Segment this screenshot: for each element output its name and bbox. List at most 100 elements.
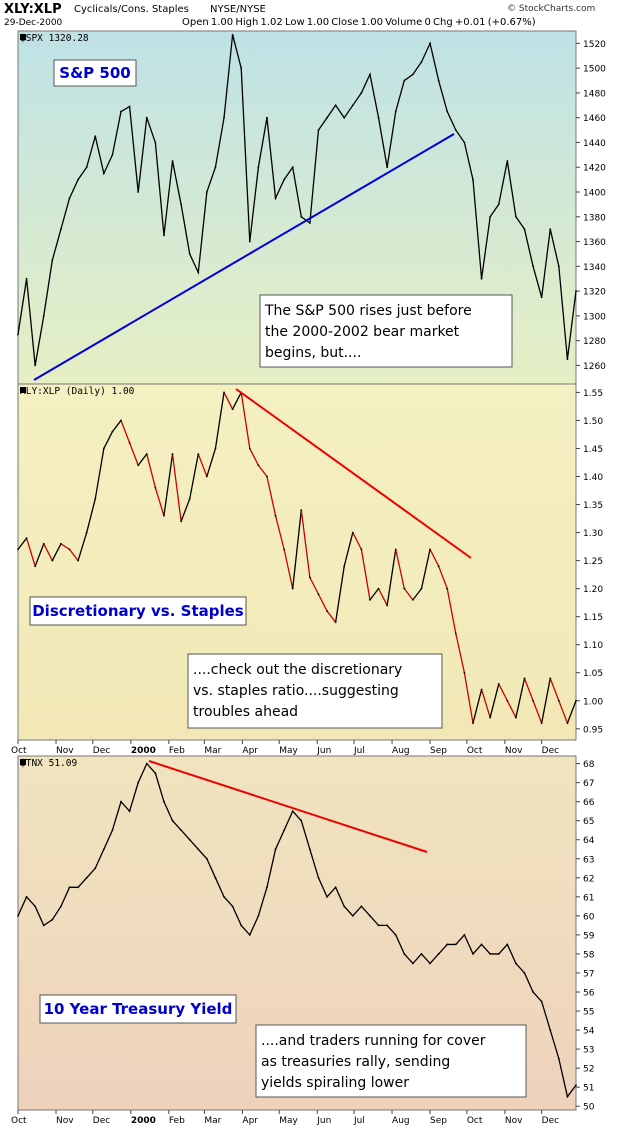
data-point-ratio xyxy=(369,598,371,601)
series-segment-ratio xyxy=(25,537,36,567)
data-point-ratio xyxy=(94,498,97,500)
series-segment-ratio xyxy=(455,633,466,673)
y-tick-label-tnx: 53 xyxy=(583,1046,594,1056)
panel-label-box-spx xyxy=(53,59,137,87)
legend-marker-tnx xyxy=(20,759,26,765)
x-tick-label-tnx: Oct xyxy=(11,1116,27,1126)
data-point-tnx xyxy=(506,943,509,946)
annotation-box-tnx xyxy=(255,1024,527,1098)
series-segment-ratio xyxy=(146,453,156,488)
data-point-tnx xyxy=(515,962,517,965)
data-point-ratio xyxy=(334,621,337,624)
series-segment-ratio xyxy=(300,510,311,578)
annotation-box-spx xyxy=(259,294,513,368)
series-segment-ratio xyxy=(60,543,70,550)
y-tick-label-ratio: 1.40 xyxy=(583,473,603,483)
data-point-spx xyxy=(111,153,114,156)
data-point-ratio xyxy=(25,537,28,540)
data-point-ratio xyxy=(446,587,449,590)
data-point-tnx xyxy=(85,876,88,879)
data-point-ratio xyxy=(102,447,105,450)
y-tick-label-spx: 1280 xyxy=(583,337,606,347)
data-point-spx xyxy=(480,277,483,280)
trendline-spx xyxy=(33,133,455,381)
data-point-tnx xyxy=(163,800,165,803)
data-point-ratio xyxy=(394,548,397,551)
data-point-spx xyxy=(197,271,200,274)
data-point-ratio xyxy=(266,475,268,478)
chart-date: 29-Dec-2000 xyxy=(4,18,63,28)
data-point-tnx xyxy=(532,991,534,993)
data-point-tnx xyxy=(180,829,183,832)
data-point-ratio xyxy=(403,587,406,590)
series-segment-ratio xyxy=(223,392,234,410)
data-point-tnx xyxy=(214,876,217,879)
x-tick-label-tnx: Sep xyxy=(430,1116,447,1126)
data-point-tnx xyxy=(266,886,268,889)
data-point-ratio xyxy=(472,722,474,725)
data-point-tnx xyxy=(154,772,157,775)
panel-label-box-tnx xyxy=(39,994,237,1024)
data-point-spx xyxy=(317,129,320,131)
data-point-tnx xyxy=(248,934,251,936)
series-segment-ratio xyxy=(420,549,431,589)
data-point-tnx xyxy=(68,886,71,889)
data-point-tnx xyxy=(205,857,208,860)
series-segment-ratio xyxy=(369,588,380,601)
data-point-ratio xyxy=(171,453,174,455)
series-segment-ratio xyxy=(317,593,328,612)
y-tick-label-ratio: 1.45 xyxy=(583,445,603,455)
data-point-ratio xyxy=(317,593,320,596)
x-tick-label-tnx: Apr xyxy=(242,1116,258,1126)
data-point-spx xyxy=(17,333,19,336)
series-segment-ratio xyxy=(51,543,62,561)
data-point-spx xyxy=(154,141,157,144)
data-point-spx xyxy=(394,110,397,113)
series-segment-ratio xyxy=(429,549,440,567)
annotation-box-ratio xyxy=(187,653,443,729)
data-point-spx xyxy=(145,116,148,119)
data-point-tnx xyxy=(489,953,492,955)
series-segment-ratio xyxy=(438,565,448,589)
trendline-ratio xyxy=(235,388,472,559)
x-tick-label-ratio: Dec xyxy=(542,746,559,756)
data-point-tnx xyxy=(111,829,114,832)
data-point-tnx xyxy=(300,819,303,822)
data-point-tnx xyxy=(94,867,97,870)
annotation-line-ratio: vs. staples ratio....suggesting xyxy=(193,683,399,699)
y-tick-label-ratio: 1.30 xyxy=(583,529,603,539)
data-point-tnx xyxy=(188,838,191,841)
x-tick-label-tnx: Dec xyxy=(542,1116,559,1126)
series-segment-ratio xyxy=(360,549,371,600)
data-point-spx xyxy=(85,166,88,169)
data-point-tnx xyxy=(463,934,466,936)
y-tick-label-spx: 1500 xyxy=(583,65,606,75)
y-tick-label-ratio: 1.15 xyxy=(583,613,603,623)
annotation-line-tnx: as treasuries rally, sending xyxy=(261,1054,450,1070)
y-tick-label-ratio: 1.25 xyxy=(583,557,603,567)
y-tick-label-spx: 1360 xyxy=(583,238,606,248)
y-tick-label-tnx: 59 xyxy=(583,931,595,941)
data-point-tnx xyxy=(437,953,440,955)
data-point-ratio xyxy=(34,565,37,568)
data-point-ratio xyxy=(532,699,534,702)
y-tick-label-ratio: 1.50 xyxy=(583,417,603,427)
series-segment-ratio xyxy=(257,464,268,477)
data-point-tnx xyxy=(77,886,79,889)
x-tick-label-ratio: Nov xyxy=(505,746,523,756)
series-segment-ratio xyxy=(86,498,96,533)
y-tick-label-spx: 1380 xyxy=(583,213,606,223)
series-segment-ratio xyxy=(154,487,165,516)
panel-label-spx: S&P 500 xyxy=(59,64,130,82)
data-point-tnx xyxy=(171,819,174,822)
panel-tnx: 50 51 52 53 54 55 56 57 58 59 60 61 62 63 64 65 66 67 68 $T… xyxy=(11,755,595,1126)
data-point-spx xyxy=(137,191,140,193)
data-point-tnx xyxy=(25,895,28,898)
data-point-ratio xyxy=(120,419,122,422)
data-point-spx xyxy=(326,116,328,119)
series-segment-ratio xyxy=(377,588,388,606)
data-point-spx xyxy=(231,33,234,36)
data-point-ratio xyxy=(68,548,71,551)
data-point-ratio xyxy=(420,587,423,590)
